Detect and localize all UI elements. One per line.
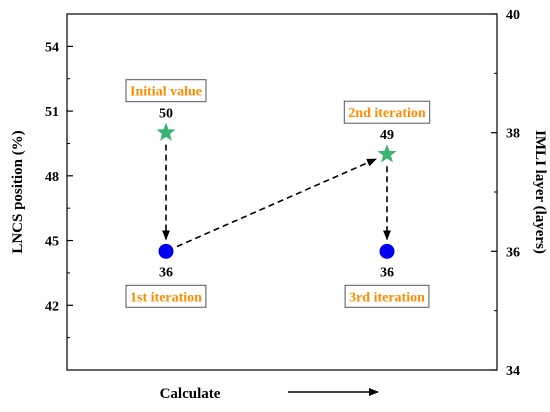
annotation-border xyxy=(343,100,431,124)
right-tick-label: 36 xyxy=(506,245,520,260)
annotation-box: 3rd iteration xyxy=(344,284,430,308)
iteration-arrow xyxy=(176,158,377,248)
data-label: 36 xyxy=(380,265,394,280)
value-labels: 50 49 36 36 xyxy=(159,107,394,281)
iteration-arrows xyxy=(162,144,391,248)
star-marker xyxy=(156,122,176,141)
left-tick-label: 48 xyxy=(45,170,59,185)
left-tick-label: 45 xyxy=(45,235,59,250)
annotation-border xyxy=(125,79,207,103)
left-tick-label: 51 xyxy=(45,105,59,120)
star-marker xyxy=(377,144,397,163)
circle-marker xyxy=(158,243,174,259)
annotation-text: 3rd iteration xyxy=(349,290,425,305)
iteration-annotations: Initial value 1st iteration 2nd iteration 3… xyxy=(125,79,431,308)
annotation-border xyxy=(344,284,430,308)
right-axis-title: IMLI layer (layers) xyxy=(532,130,548,254)
circle-marker xyxy=(379,243,395,259)
plot-frame xyxy=(66,13,498,371)
annotation-border xyxy=(125,284,207,308)
left-axis-title: LNCS position (%) xyxy=(10,130,26,253)
annotation-text: 2nd iteration xyxy=(348,106,426,121)
data-label: 50 xyxy=(159,107,173,122)
annotation-text: 1st iteration xyxy=(130,290,202,305)
data-label: 49 xyxy=(380,128,394,143)
left-tick-label: 42 xyxy=(45,299,59,314)
data-label: 36 xyxy=(159,265,173,280)
right-tick-label: 38 xyxy=(506,127,520,142)
data-markers xyxy=(156,122,397,259)
annotation-box: 2nd iteration xyxy=(343,100,431,124)
right-tick-label: 34 xyxy=(506,364,520,379)
x-axis-title: Calculate xyxy=(160,386,221,402)
annotation-text: Initial value xyxy=(130,85,202,100)
annotation-box: 1st iteration xyxy=(125,284,207,308)
left-axis: 42 45 48 51 54 xyxy=(45,40,73,339)
right-tick-label: 40 xyxy=(506,8,520,23)
annotation-box: Initial value xyxy=(125,79,207,103)
left-tick-label: 54 xyxy=(45,40,59,55)
right-axis: 34 36 38 40 xyxy=(491,8,520,379)
